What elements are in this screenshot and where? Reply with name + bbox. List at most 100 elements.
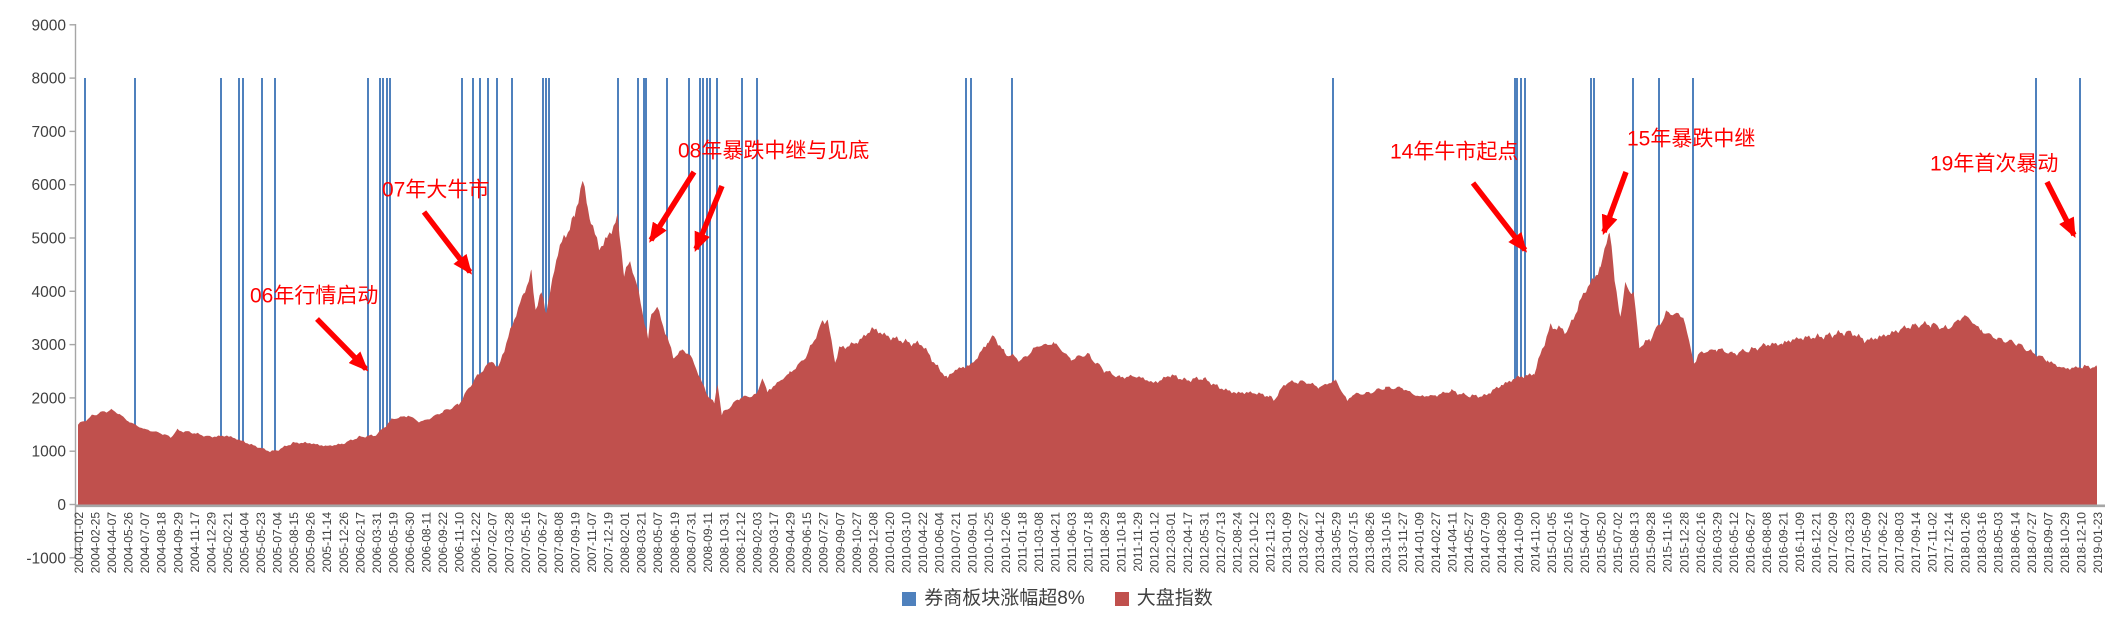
x-axis-label: 2013-02-27 — [1297, 512, 1311, 574]
x-axis-label: 2011-04-21 — [1048, 512, 1062, 573]
x-axis-label: 2013-08-26 — [1363, 512, 1377, 574]
x-axis-label: 2006-05-19 — [386, 512, 400, 574]
x-axis-label: 2018-12-10 — [2074, 512, 2088, 574]
x-axis-label: 2018-10-29 — [2058, 512, 2072, 574]
x-axis-label: 2014-05-27 — [1462, 512, 1476, 574]
x-axis-label: 2012-10-12 — [1247, 512, 1261, 574]
x-axis-label: 2005-04-04 — [237, 512, 251, 574]
x-axis-label: 2015-12-28 — [1677, 512, 1691, 574]
y-axis-label: 2000 — [32, 390, 67, 407]
x-axis-label: 2017-09-14 — [1909, 512, 1923, 574]
index-area-path — [78, 181, 2097, 505]
x-axis-label: 2007-11-07 — [585, 512, 599, 573]
x-axis-label: 2011-11-29 — [1131, 512, 1145, 572]
x-axis-label: 2009-09-07 — [833, 512, 847, 574]
x-axis-label: 2017-12-14 — [1942, 512, 1956, 574]
x-axis-label: 2013-04-12 — [1313, 512, 1327, 574]
x-axis-label: 2013-11-27 — [1396, 512, 1410, 573]
x-axis-label: 2005-05-23 — [254, 512, 268, 574]
x-axis-label: 2015-02-16 — [1561, 512, 1575, 574]
x-axis-label: 2011-01-18 — [1015, 512, 1029, 573]
x-axis-label: 2004-09-29 — [171, 512, 185, 574]
x-axis-label: 2015-08-13 — [1628, 512, 1642, 574]
x-axis-label: 2006-12-22 — [469, 512, 483, 574]
x-axis-label: 2018-09-07 — [2041, 512, 2055, 574]
x-axis-label: 2006-03-31 — [370, 512, 384, 574]
x-axis-label: 2013-07-15 — [1346, 512, 1360, 574]
x-axis-label: 2008-03-21 — [635, 512, 649, 574]
x-axis-label: 2017-11-02 — [1926, 512, 1940, 573]
legend-label-index: 大盘指数 — [1136, 588, 1213, 609]
annotation-text: 08年暴跌中继与见底 — [678, 140, 869, 163]
x-axis-label: 2016-02-16 — [1694, 512, 1708, 574]
annotation-text: 06年行情启动 — [250, 285, 378, 308]
x-axis-label: 2006-11-10 — [453, 512, 467, 573]
x-axis-label: 2015-07-02 — [1611, 512, 1625, 574]
x-axis-label: 2008-02-01 — [618, 512, 632, 574]
y-axis-label: 7000 — [32, 124, 67, 141]
x-axis-label: 2007-12-19 — [602, 512, 616, 574]
x-axis-label: 2009-03-17 — [767, 512, 781, 574]
y-axis-label: 6000 — [32, 177, 67, 194]
x-axis-label: 2005-02-21 — [221, 512, 235, 574]
x-axis-label: 2007-03-28 — [502, 512, 516, 574]
x-axis-label: 2006-06-30 — [403, 512, 417, 574]
x-axis-label: 2016-12-21 — [1810, 512, 1824, 574]
annotation-arrow — [1470, 181, 1528, 253]
y-axis-label: 1000 — [32, 444, 67, 461]
x-axis-label: 2010-07-21 — [949, 512, 963, 574]
x-axis-label: 2012-05-31 — [1197, 512, 1211, 574]
annotation-text: 14年牛市起点 — [1390, 141, 1518, 164]
x-axis-label: 2011-07-18 — [1082, 512, 1096, 573]
x-axis-label: 2005-11-14 — [320, 512, 334, 573]
x-axis-label: 2008-12-12 — [734, 512, 748, 574]
x-axis-label: 2006-09-22 — [436, 512, 450, 574]
x-axis-label: 2004-07-07 — [138, 512, 152, 574]
x-axis-label: 2012-04-17 — [1181, 512, 1195, 574]
x-axis-label: 2007-06-27 — [535, 512, 549, 574]
annotation-text: 19年首次暴动 — [1930, 153, 2058, 176]
annotation-arrow — [421, 210, 473, 275]
x-axis-label: 2006-02-17 — [353, 512, 367, 574]
x-axis-label: 2010-06-04 — [933, 512, 947, 574]
x-axis-label: 2015-09-28 — [1644, 512, 1658, 574]
x-axis-label: 2012-03-01 — [1164, 512, 1178, 574]
x-axis-label: 2010-09-01 — [966, 512, 980, 574]
x-axis-label: 2008-07-31 — [684, 512, 698, 574]
x-axis-label: 2009-10-27 — [850, 512, 864, 574]
x-axis-label: 2008-06-19 — [668, 512, 682, 574]
x-axis-label: 2014-04-11 — [1446, 512, 1460, 573]
x-axis-label: 2007-02-07 — [486, 512, 500, 574]
x-axis-label: 2018-06-14 — [2008, 512, 2022, 574]
x-axis-label: 2014-07-09 — [1479, 512, 1493, 574]
x-axis-label: 2014-11-20 — [1528, 512, 1542, 573]
legend-swatch-index — [1114, 591, 1129, 606]
x-axis-label: 2014-01-09 — [1412, 512, 1426, 574]
x-axis-label: 2009-02-03 — [751, 512, 765, 574]
market-index-area — [78, 181, 2097, 505]
annotation-arrow — [693, 184, 725, 253]
x-axis-label: 2012-01-12 — [1148, 512, 1162, 574]
legend-label-surge: 券商板块涨幅超8% — [924, 588, 1085, 609]
x-axis-label: 2016-09-21 — [1777, 512, 1791, 574]
y-axis-label: -1000 — [26, 550, 66, 567]
x-axis-label: 2016-11-09 — [1793, 512, 1807, 573]
annotation-text: 15年暴跌中继 — [1627, 128, 1755, 151]
x-axis-label: 2017-02-09 — [1826, 512, 1840, 574]
x-axis-label: 2012-08-24 — [1230, 512, 1244, 574]
x-axis-label: 2004-01-02 — [72, 512, 86, 574]
x-axis-label: 2016-08-08 — [1760, 512, 1774, 574]
annotation-text: 07年大牛市 — [382, 179, 489, 202]
x-axis-label: 2013-05-29 — [1330, 512, 1344, 574]
x-axis-label: 2009-12-08 — [866, 512, 880, 574]
x-axis-label: 2008-05-07 — [651, 512, 665, 574]
x-axis-label: 2004-04-07 — [105, 512, 119, 574]
x-axis-label: 2011-08-29 — [1098, 512, 1112, 573]
x-axis-label: 2009-07-27 — [817, 512, 831, 574]
x-axis-label: 2004-11-17 — [188, 512, 202, 573]
x-axis-label: 2012-07-13 — [1214, 512, 1228, 574]
x-axis-label: 2011-03-08 — [1032, 512, 1046, 573]
x-axis-label: 2009-06-15 — [800, 512, 814, 574]
